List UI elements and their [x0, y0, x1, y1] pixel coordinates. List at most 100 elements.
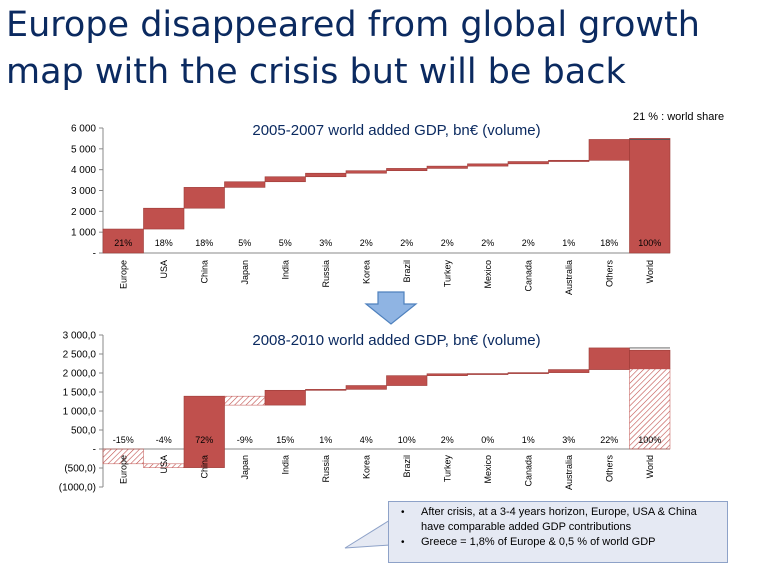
- category-label: Turkey: [442, 260, 452, 288]
- bar: [426, 165, 468, 169]
- value-label: 18%: [195, 238, 213, 248]
- y-tick-label: 1 500,0: [63, 388, 97, 399]
- bar: [426, 373, 468, 376]
- value-label: 21%: [114, 238, 132, 248]
- category-label: Mexico: [483, 455, 493, 484]
- value-label: 1%: [522, 435, 535, 445]
- value-label: 2%: [400, 238, 413, 248]
- y-tick-label: -: [93, 249, 96, 260]
- value-label: 15%: [276, 435, 294, 445]
- bar: [629, 138, 671, 254]
- bar: [467, 163, 509, 167]
- category-label: Others: [604, 260, 614, 288]
- value-label: 1%: [562, 238, 575, 248]
- bar: [224, 395, 266, 406]
- y-tick-label: 4 000: [71, 165, 96, 176]
- bar: [548, 159, 590, 162]
- value-label: 5%: [238, 238, 251, 248]
- callout-list: After crisis, at a 3-4 years horizon, Eu…: [401, 505, 719, 550]
- category-label: Russia: [321, 260, 331, 288]
- bar: [183, 187, 225, 209]
- bar: [345, 385, 387, 390]
- category-label: Europe: [118, 455, 128, 484]
- value-label: 2%: [522, 238, 535, 248]
- value-label: 2%: [441, 435, 454, 445]
- category-label: Canada: [523, 260, 533, 292]
- bar: [588, 347, 630, 370]
- y-tick-label: 1 000: [71, 228, 96, 239]
- bar: [386, 375, 428, 386]
- bar: [507, 161, 549, 165]
- page-title: Europe disappeared from global growth ma…: [6, 2, 762, 96]
- category-label: Australia: [564, 455, 574, 490]
- category-label: Australia: [564, 260, 574, 295]
- value-label: -9%: [237, 435, 253, 445]
- value-label: 2%: [360, 238, 373, 248]
- y-tick-label: (1000,0): [59, 483, 96, 494]
- bar: [264, 389, 306, 406]
- value-label: -4%: [156, 435, 172, 445]
- bar: [102, 448, 144, 465]
- category-label: Brazil: [402, 260, 412, 283]
- bar: [507, 372, 549, 374]
- title-line-1: Europe disappeared from global growth: [6, 5, 700, 45]
- value-label: 3%: [319, 238, 332, 248]
- category-label: India: [280, 260, 290, 280]
- category-label: Korea: [361, 260, 371, 284]
- category-label: Turkey: [442, 455, 452, 483]
- bar: [386, 168, 428, 172]
- value-label: 4%: [360, 435, 373, 445]
- bar: [143, 207, 185, 230]
- category-label: China: [199, 455, 209, 479]
- bar: [629, 349, 671, 370]
- value-label: 10%: [398, 435, 416, 445]
- value-label: 18%: [600, 238, 618, 248]
- title-line-2: map with the crisis but will be back: [6, 52, 626, 92]
- callout-box: After crisis, at a 3-4 years horizon, Eu…: [388, 501, 728, 563]
- category-label: World: [645, 455, 655, 478]
- value-label: 22%: [600, 435, 618, 445]
- chart-title: 2008-2010 world added GDP, bn€ (volume): [252, 332, 540, 349]
- value-label: 5%: [279, 238, 292, 248]
- y-tick-label: 1 000,0: [63, 407, 97, 418]
- y-tick-label: 500,0: [71, 426, 96, 437]
- bar: [345, 170, 387, 174]
- chart-2005-2007: 2005-2007 world added GDP, bn€ (volume) -…: [71, 122, 671, 295]
- bar: [305, 172, 347, 178]
- category-label: World: [645, 260, 655, 283]
- y-tick-label: 3 000: [71, 186, 96, 197]
- value-label: 0%: [481, 435, 494, 445]
- bar: [305, 389, 347, 391]
- category-label: Mexico: [483, 260, 493, 289]
- value-label: 2%: [441, 238, 454, 248]
- y-tick-label: 2 000,0: [63, 369, 97, 380]
- value-label: 18%: [155, 238, 173, 248]
- callout-item: Greece = 1,8% of Europe & 0,5 % of world…: [401, 535, 719, 550]
- y-tick-label: -: [93, 445, 96, 456]
- category-label: Japan: [240, 455, 250, 480]
- y-tick-label: 3 000,0: [63, 331, 97, 342]
- bar: [102, 228, 144, 254]
- category-label: Korea: [361, 455, 371, 479]
- chart-title: 2005-2007 world added GDP, bn€ (volume): [252, 122, 540, 139]
- y-tick-label: (500,0): [64, 464, 96, 475]
- world-share-note: 21 % : world share: [633, 111, 725, 123]
- value-label: 100%: [638, 435, 661, 445]
- value-label: 3%: [562, 435, 575, 445]
- bar: [467, 373, 509, 375]
- bar: [548, 369, 590, 373]
- category-label: USA: [159, 260, 169, 279]
- category-label: China: [199, 260, 209, 284]
- category-label: Others: [604, 455, 614, 483]
- y-tick-label: 6 000: [71, 124, 96, 135]
- chart-2008-2010: 2008-2010 world added GDP, bn€ (volume) (…: [59, 331, 671, 494]
- value-label: 100%: [638, 238, 661, 248]
- bar-negative-part: [629, 368, 671, 450]
- category-label: India: [280, 455, 290, 475]
- bar: [224, 181, 266, 188]
- y-tick-label: 2 000: [71, 207, 96, 218]
- y-tick-label: 2 500,0: [63, 350, 97, 361]
- category-label: Russia: [321, 455, 331, 483]
- category-label: Canada: [523, 455, 533, 487]
- y-tick-label: 5 000: [71, 144, 96, 155]
